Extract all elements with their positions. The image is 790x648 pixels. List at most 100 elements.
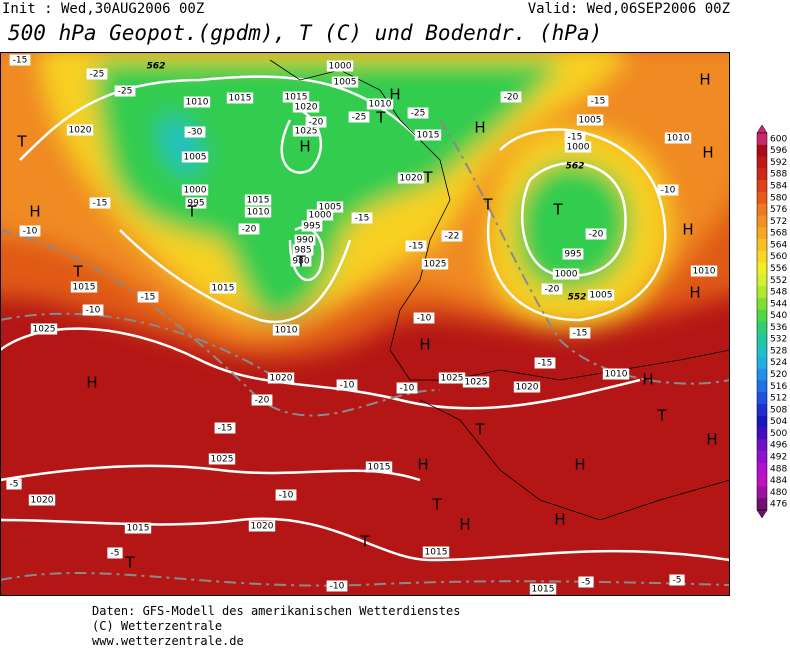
colorbar-label: 572 — [770, 217, 787, 227]
pressure-label: 1000 — [329, 62, 352, 72]
center-label: H — [389, 86, 400, 104]
colorbar-swatch — [757, 333, 767, 346]
colorbar-swatch — [757, 439, 767, 452]
geopotential-label: 552 — [568, 293, 587, 303]
temperature-label: -15 — [409, 242, 424, 252]
colorbar-bottom-arrow — [756, 509, 768, 519]
label-box — [552, 268, 580, 280]
label-box — [569, 327, 591, 339]
temperature-label: -20 — [309, 118, 324, 128]
colorbar-label: 544 — [770, 299, 787, 309]
label-box — [326, 60, 354, 72]
center-label: H — [474, 119, 485, 137]
temperature-label: -20 — [545, 285, 560, 295]
center-label: H — [86, 374, 97, 392]
pressure-label: 1020 — [295, 103, 318, 113]
pressure-label: 1025 — [33, 325, 56, 335]
pressure-label: 995 — [303, 222, 320, 232]
colorbar-swatch — [757, 403, 767, 417]
colorbar-label: 592 — [770, 158, 787, 168]
colorbar-swatch — [757, 191, 767, 204]
label-box — [9, 54, 31, 66]
center-label: T — [552, 201, 563, 219]
temperature-label: -15 — [591, 97, 606, 107]
center-label: T — [16, 133, 27, 151]
temperature-label: -5 — [673, 576, 682, 586]
label-box — [292, 244, 314, 256]
colorbar-label: 576 — [770, 205, 787, 215]
center-label: T — [656, 407, 667, 425]
pressure-label: 1000 — [309, 211, 332, 221]
map — [0, 52, 730, 596]
label-box — [137, 291, 159, 303]
label-box — [669, 574, 685, 586]
temperature-label: -15 — [141, 293, 156, 303]
label-box — [290, 255, 312, 267]
label-box — [181, 184, 209, 196]
pressure-label: 1015 — [247, 196, 270, 206]
temperature-label: -22 — [445, 232, 460, 242]
label-box — [185, 197, 207, 209]
temperature-label: -10 — [661, 186, 676, 196]
pressure-label: 1015 — [285, 93, 308, 103]
temperature-label: -10 — [417, 314, 432, 324]
temperature-label: -15 — [355, 214, 370, 224]
colorbar-label: 528 — [770, 346, 787, 356]
colorbar-label: 596 — [770, 146, 787, 156]
label-box — [602, 368, 630, 380]
center-label: T — [186, 203, 197, 221]
geopotential-label: 562 — [147, 62, 166, 72]
footer-line: www.wetterzentrale.de — [92, 634, 244, 648]
valid-time: Valid: Wed,06SEP2006 00Z — [528, 1, 730, 17]
colorbar-swatch — [757, 345, 767, 358]
label-box — [541, 283, 563, 295]
label-box — [564, 131, 586, 143]
colorbar-swatch — [757, 321, 767, 334]
label-box — [248, 520, 276, 532]
label-box — [306, 209, 334, 221]
pressure-label: 1005 — [319, 203, 342, 213]
pressure-label: 1010 — [275, 326, 298, 336]
pressure-label: 1010 — [667, 134, 690, 144]
colorbar-label: 548 — [770, 288, 787, 298]
center-label: T — [359, 533, 370, 551]
colorbar-swatch — [757, 203, 767, 216]
colorbar-label: 552 — [770, 276, 787, 286]
colorbar-swatch — [757, 156, 767, 169]
label-box — [422, 546, 450, 558]
label-box — [86, 68, 108, 80]
footer-line: (C) Wetterzentrale — [92, 619, 222, 633]
label-box — [397, 172, 425, 184]
pressure-label: 1015 — [229, 94, 252, 104]
colorbar-frame — [756, 132, 768, 511]
pressure-label: 1025 — [441, 374, 464, 384]
colorbar-swatch — [757, 215, 767, 228]
label-box — [331, 76, 359, 88]
center-label: T — [72, 263, 83, 281]
colorbar-swatch — [757, 498, 767, 511]
label-box — [244, 206, 272, 218]
label-box — [251, 394, 273, 406]
center-label: T — [295, 253, 306, 271]
pressure-label: 1005 — [184, 153, 207, 163]
label-box — [294, 234, 316, 246]
colorbar-label: 508 — [770, 405, 787, 415]
temperature-label: -10 — [279, 491, 294, 501]
pressure-label: 1020 — [69, 126, 92, 136]
colorbar-swatch — [757, 474, 767, 487]
label-box — [534, 357, 556, 369]
colorbar-label: 600 — [770, 134, 787, 144]
pressure-label: 1010 — [369, 100, 392, 110]
colorbar-label: 476 — [770, 500, 787, 510]
center-label: H — [419, 336, 430, 354]
temperature-label: -5 — [582, 578, 591, 588]
label-box — [564, 141, 592, 153]
label-box — [267, 372, 295, 384]
temperature-label: -5 — [10, 480, 19, 490]
pressure-label: 1000 — [567, 143, 590, 153]
label-box — [441, 230, 463, 242]
temperature-label: -10 — [400, 384, 415, 394]
colorbar-swatch — [757, 462, 767, 475]
center-label: H — [642, 371, 653, 389]
